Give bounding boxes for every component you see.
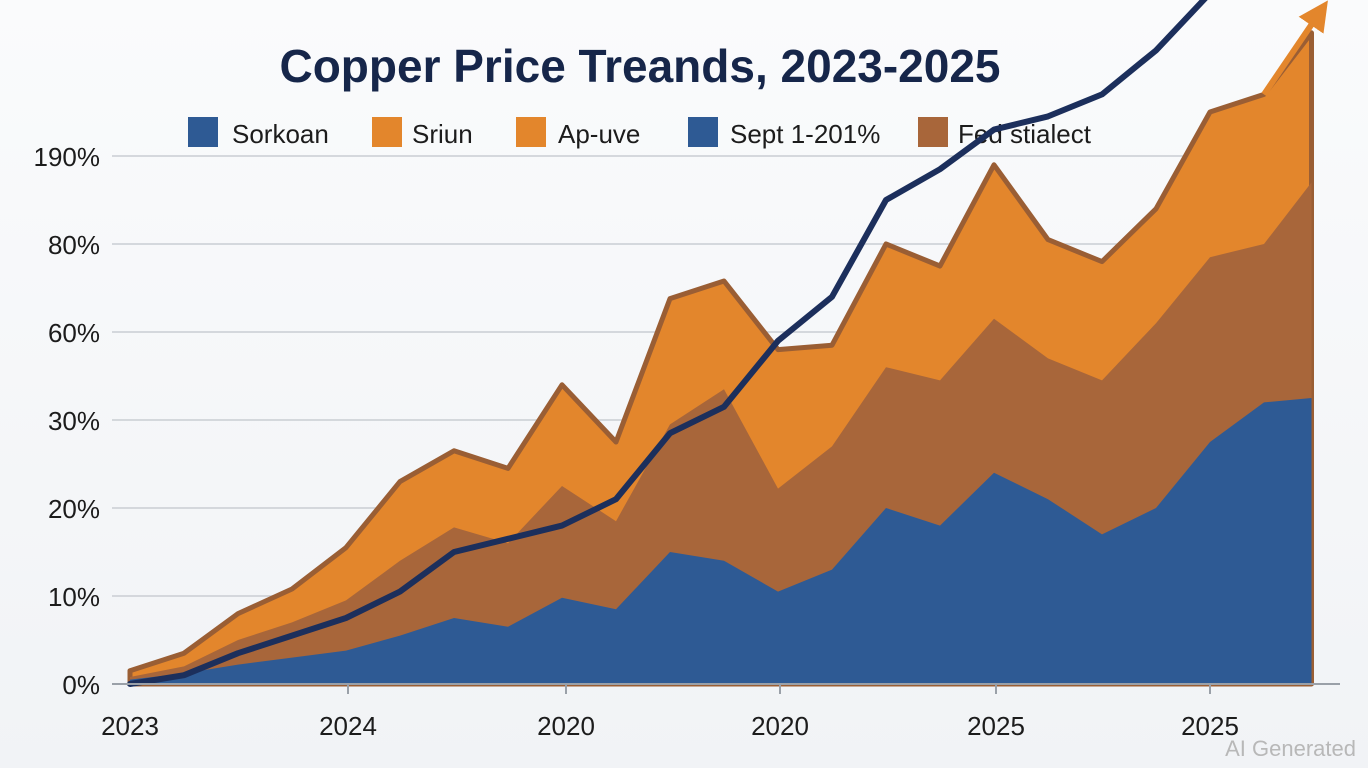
x-tick-label: 2024 — [319, 711, 377, 741]
legend-swatch-sriun — [372, 117, 402, 147]
x-tick-label: 2025 — [1181, 711, 1239, 741]
y-tick-label: 60% — [48, 318, 100, 348]
watermark: AI Generated — [1225, 736, 1356, 761]
y-tick-label: 10% — [48, 582, 100, 612]
legend-label-sorkoan: Sorkoan — [232, 119, 329, 149]
y-tick-label: 190% — [34, 142, 101, 172]
legend-swatch-sept — [688, 117, 718, 147]
legend-label-sriun: Sriun — [412, 119, 473, 149]
y-axis: 190% 80% 60% 30% 20% 10% 0% — [34, 142, 101, 700]
legend-swatch-ap-uve — [516, 117, 546, 147]
legend-label-ap-uve: Ap-uve — [558, 119, 640, 149]
legend-label-sept: Sept 1-201% — [730, 119, 880, 149]
x-axis: 2023 2024 2020 2020 2025 2025 — [101, 711, 1239, 741]
y-tick-label: 20% — [48, 494, 100, 524]
y-tick-label: 30% — [48, 406, 100, 436]
x-tick-label: 2020 — [751, 711, 809, 741]
series-layer — [127, 0, 1328, 687]
line-series-sept-1-201- — [127, 0, 1208, 687]
chart-title: Copper Price Treands, 2023-2025 — [279, 40, 1000, 92]
area-series-sorkoan — [130, 398, 1312, 684]
legend: Sorkoan Sriun Ap-uve Sept 1-201% Fed sti… — [188, 117, 1092, 149]
x-tick-label: 2023 — [101, 711, 159, 741]
legend-swatch-sorkoan — [188, 117, 218, 147]
y-tick-label: 80% — [48, 230, 100, 260]
x-tick-label: 2020 — [537, 711, 595, 741]
y-tick-label: 0% — [62, 670, 100, 700]
legend-swatch-fed-stialect — [918, 117, 948, 147]
x-tick-marks — [347, 684, 1211, 694]
x-tick-label: 2025 — [967, 711, 1025, 741]
area-peak-arrow — [1261, 0, 1328, 97]
